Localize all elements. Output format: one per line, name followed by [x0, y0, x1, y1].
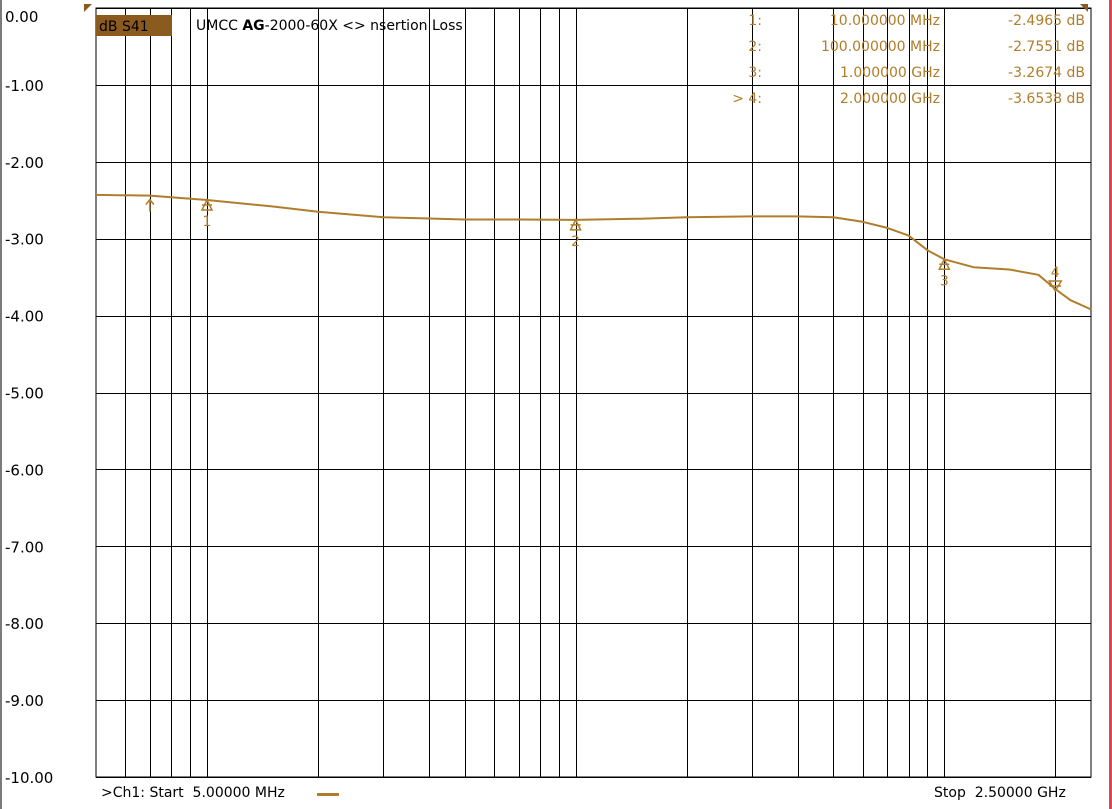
title-prefix: UMCC [196, 18, 242, 34]
marker-3-symbol[interactable]: 3 [938, 257, 951, 289]
marker-triangle [938, 257, 951, 271]
marker-table: 1: 10.000000 MHz -2.4965 dB 2: 100.00000… [732, 13, 1085, 107]
marker-3-freq: 1.000000 GHz [840, 65, 940, 81]
marker-1-freq: 10.000000 MHz [830, 13, 940, 29]
reference-marker-arrow[interactable] [145, 198, 155, 212]
title-suffix: -2000-60X <> nsertion Loss [265, 18, 463, 34]
trace-layer [95, 193, 1092, 311]
trace-title: UMCC AG-2000-60X <> nsertion Loss [196, 18, 463, 34]
title-model: AG [242, 18, 264, 34]
y-tick-label: -7.00 [5, 538, 44, 556]
marker-2-value: -2.7551 dB [1008, 39, 1085, 55]
marker-1-num: 1: [748, 13, 762, 29]
plot-grid [95, 7, 1092, 778]
trace-color-swatch [317, 793, 339, 796]
marker-1-symbol[interactable]: 1 [200, 198, 214, 230]
y-axis-ticks: 0.00 -1.00 -2.00 -3.00 -4.00 -5.00 -6.00 -7.00 -… [5, 8, 53, 787]
sweep-start-label[interactable]: >Ch1: Start 5.00000 MHz [101, 785, 285, 801]
marker-4-freq: 2.000000 GHz [840, 91, 940, 107]
marker-3-num: 3: [748, 65, 762, 81]
marker-4-symbol[interactable]: 4 [1047, 265, 1063, 293]
marker-label: 4 [1051, 265, 1060, 281]
marker-triangle [1047, 280, 1063, 293]
trace-badge[interactable]: dB S41 [99, 19, 149, 35]
sweep-stop-label[interactable]: Stop 2.50000 GHz [934, 785, 1066, 801]
y-tick-label: -6.00 [5, 461, 44, 479]
window-left-edge [0, 0, 2, 809]
marker-2-num: 2: [748, 39, 762, 55]
y-tick-label: -5.00 [5, 385, 44, 403]
trace-badge-bg [96, 15, 172, 36]
trace-s41-line[interactable] [95, 193, 1092, 311]
marker-label: 3 [940, 273, 949, 289]
marker-2-freq: 100.000000 MHz [821, 39, 940, 55]
marker-triangle [200, 198, 214, 211]
marker-4-num: > 4: [732, 91, 762, 107]
window-right-edge[interactable] [1109, 0, 1112, 809]
marker-layer: 1 2 3 4 [145, 198, 1063, 293]
y-tick-label: -8.00 [5, 615, 44, 633]
corner-tick-left [84, 4, 92, 12]
y-tick-label: -1.00 [5, 77, 44, 95]
marker-2-symbol[interactable]: 2 [569, 218, 582, 250]
y-tick-label: 0.00 [5, 8, 38, 26]
marker-1-value: -2.4965 dB [1008, 13, 1085, 29]
y-tick-label: -10.00 [5, 769, 53, 787]
y-tick-label: -9.00 [5, 692, 44, 710]
y-tick-label: -3.00 [5, 231, 44, 249]
plot-border [95, 7, 1092, 778]
marker-triangle [569, 218, 582, 231]
corner-tick-right [1080, 4, 1088, 12]
marker-label: 2 [571, 234, 580, 250]
marker-label: 1 [203, 214, 212, 230]
y-tick-label: -2.00 [5, 154, 44, 172]
marker-3-value: -3.2674 dB [1008, 65, 1085, 81]
y-tick-label: -4.00 [5, 308, 44, 326]
marker-4-value: -3.6538 dB [1008, 91, 1085, 107]
